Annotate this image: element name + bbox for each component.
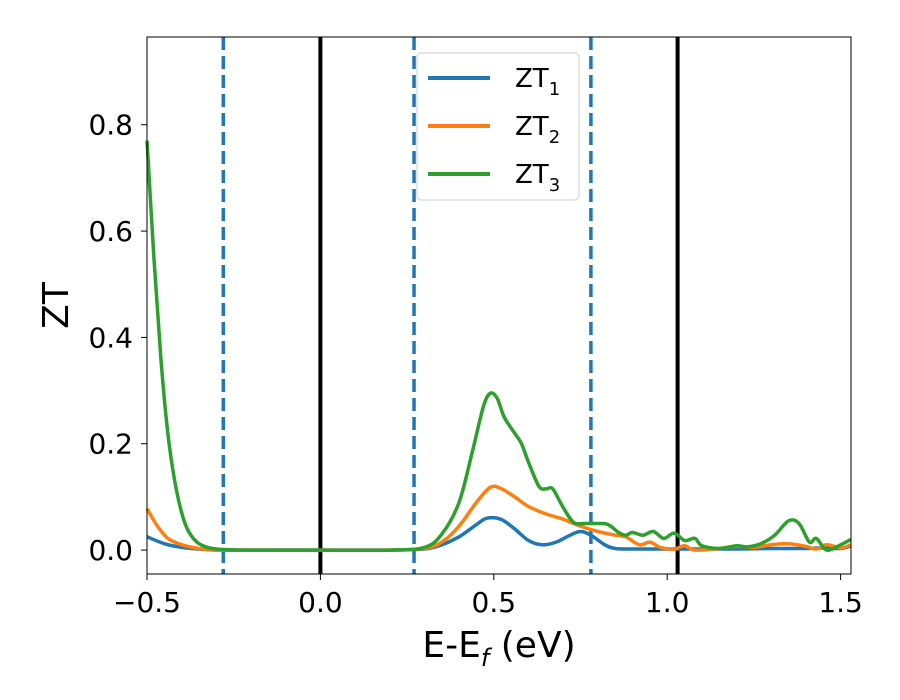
legend-label-zt2: ZT2: [515, 112, 560, 148]
x-tick-label: 0.5: [472, 586, 517, 619]
y-tick-label: 0.2: [88, 428, 133, 461]
y-axis-label: ZT: [36, 281, 77, 329]
y-tick-label: 0.4: [88, 321, 133, 354]
plot-frame: [146, 36, 852, 575]
x-axis-label-unit: (eV): [489, 625, 575, 666]
y-tick-label: 0.8: [88, 109, 133, 142]
x-tick-label: 1.0: [645, 586, 690, 619]
series-lines: [145, 140, 852, 553]
x-axis-ticks: −0.5 0.0 0.5 1.0 1.5: [113, 574, 863, 619]
y-axis-ticks: 0.0 0.2 0.4 0.6 0.8: [88, 109, 147, 567]
x-tick-label: 1.5: [818, 586, 863, 619]
legend-label-zt3: ZT3: [515, 160, 560, 196]
legend-label-zt1: ZT1: [515, 64, 560, 100]
vertical-reference-lines: [221, 37, 680, 574]
y-tick-label: 0.6: [88, 215, 133, 248]
x-tick-label: 0.0: [298, 586, 343, 619]
series-line-zt3: [145, 140, 852, 553]
x-axis-label-main: E-E: [422, 625, 480, 666]
x-tick-label: −0.5: [113, 586, 181, 619]
legend: ZT1 ZT2 ZT3: [416, 52, 580, 201]
y-tick-label: 0.0: [88, 534, 133, 567]
x-axis-label: E-Ef (eV): [422, 625, 575, 672]
legend-box: [416, 52, 580, 201]
